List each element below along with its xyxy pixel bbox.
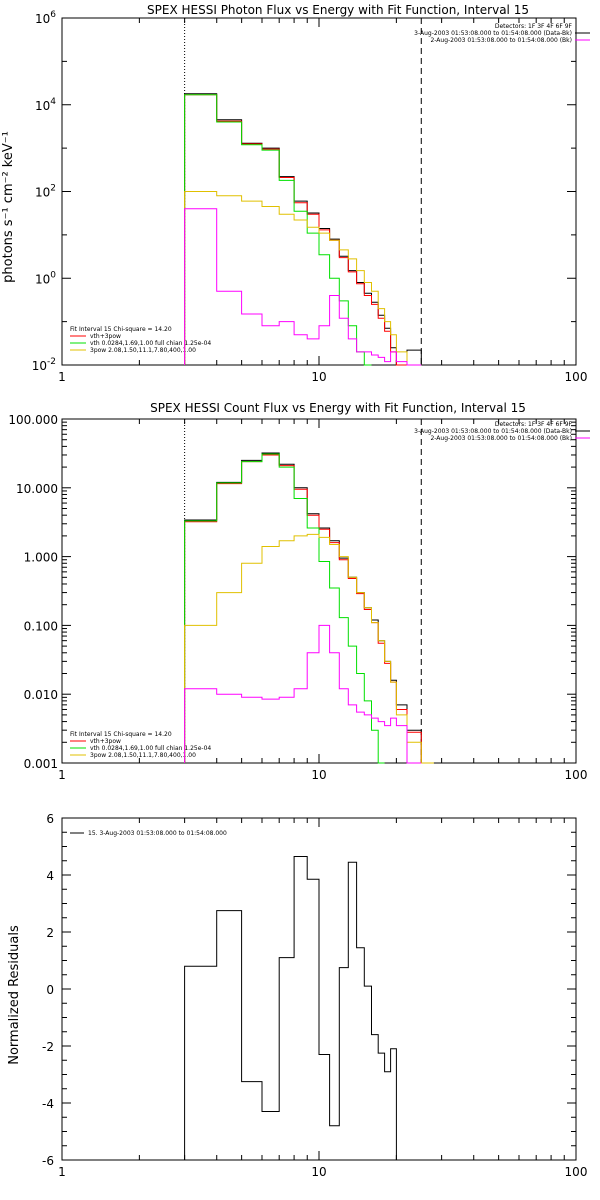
y-tick-label: 1.000 <box>24 551 58 565</box>
fit-function-text: vth+3pow <box>90 333 121 340</box>
y-tick-label: 4 <box>46 869 54 883</box>
count-flux-title: SPEX HESSI Count Flux vs Energy with Fit… <box>150 401 526 415</box>
fit-3pow-text: 3pow 2.08,1.50,11.1,7.80,400,1.00 <box>90 347 196 354</box>
photon-flux-series-0 <box>184 93 422 366</box>
x-tick-label: 10 <box>311 1165 326 1179</box>
y-tick-label: 6 <box>46 812 54 826</box>
y-tick-label: -4 <box>42 1097 54 1111</box>
header-bk-interval: 2-Aug-2003 01:53:08.000 to 01:54:08.000 … <box>430 37 572 44</box>
residuals-panel: Normalized Residuals 15. 3-Aug-2003 01:5… <box>7 812 587 1179</box>
count-flux-series-0 <box>184 452 422 763</box>
photon-flux-series-4 <box>184 208 422 366</box>
photon-flux-panel: SPEX HESSI Photon Flux vs Energy with Fi… <box>1 3 590 384</box>
x-tick-label: 10 <box>311 370 326 384</box>
fit-3pow-text: 3pow 2.08,1.50,11.1,7.80,400,1.00 <box>90 752 196 759</box>
count-flux-plot-frame <box>61 418 577 764</box>
photon-flux-series-1 <box>184 94 407 366</box>
fit-interval-text: Fit Interval 15 Chi-square = 14.20 <box>70 731 172 738</box>
photon-flux-series-3 <box>184 191 422 366</box>
photon-flux-plot-frame <box>61 17 577 366</box>
y-tick-label: -2 <box>42 1040 54 1054</box>
y-tick-label: 106 <box>35 10 56 26</box>
fit-interval-text: Fit Interval 15 Chi-square = 14.20 <box>70 326 172 333</box>
residuals-series-0 <box>184 856 397 1160</box>
x-tick-label: 1 <box>58 768 66 782</box>
y-tick-label: 2 <box>46 926 54 940</box>
count-flux-series-3 <box>184 533 434 764</box>
y-tick-label: 100.000 <box>8 413 58 427</box>
y-tick-label: 0.100 <box>24 619 58 633</box>
y-tick-label: 0.001 <box>24 757 58 771</box>
x-tick-label: 100 <box>565 768 588 782</box>
count-flux-series-2 <box>184 453 385 764</box>
photon-flux-series-2 <box>184 94 372 366</box>
header-bk-interval: 2-Aug-2003 01:53:08.000 to 01:54:08.000 … <box>430 435 572 442</box>
y-tick-label: 10.000 <box>16 482 58 496</box>
header-detectors: Detectors: 1F 3F 4F 6F 9F <box>495 23 573 30</box>
photon-flux-header-info: Detectors: 1F 3F 4F 6F 9F 3-Aug-2003 01:… <box>414 23 572 44</box>
header-data-interval: 3-Aug-2003 01:53:08.000 to 01:54:08.000 … <box>414 428 572 435</box>
count-flux-panel: SPEX HESSI Count Flux vs Energy with Fit… <box>8 401 590 782</box>
x-tick-label: 10 <box>311 768 326 782</box>
fit-vth-text: vth 0.0284,1.69,1.00 full chian 1.25e-04 <box>90 340 211 347</box>
y-tick-label: 102 <box>35 184 56 200</box>
count-flux-series-1 <box>184 454 422 763</box>
photon-flux-y-axis-label: photons s⁻¹ cm⁻² keV⁻¹ <box>1 131 16 283</box>
count-flux-series-4 <box>184 624 422 764</box>
y-tick-label: 10-2 <box>32 357 56 373</box>
x-tick-label: 100 <box>565 1165 588 1179</box>
count-flux-fit-info: Fit Interval 15 Chi-square = 14.20 vth+3… <box>70 731 211 759</box>
x-tick-label: 1 <box>58 370 66 384</box>
count-flux-header-info: Detectors: 1F 3F 4F 6F 9F 3-Aug-2003 01:… <box>414 421 572 442</box>
y-tick-label: 104 <box>35 97 56 113</box>
residuals-legend-text: 15. 3-Aug-2003 01:53:08.000 to 01:54:08.… <box>88 830 227 837</box>
header-data-interval: 3-Aug-2003 01:53:08.000 to 01:54:08.000 … <box>414 30 572 37</box>
photon-flux-fit-info: Fit Interval 15 Chi-square = 14.20 vth+3… <box>70 326 211 354</box>
x-tick-label: 100 <box>565 370 588 384</box>
x-tick-label: 1 <box>58 1165 66 1179</box>
fit-function-text: vth+3pow <box>90 738 121 745</box>
y-tick-label: 0 <box>46 983 54 997</box>
fit-vth-text: vth 0.0284,1.69,1.00 full chian 1.25e-04 <box>90 745 211 752</box>
y-tick-label: -6 <box>42 1154 54 1168</box>
header-detectors: Detectors: 1F 3F 4F 6F 9F <box>495 421 573 428</box>
y-tick-label: 100 <box>35 270 56 286</box>
residuals-y-axis-label: Normalized Residuals <box>7 925 22 1065</box>
photon-flux-title: SPEX HESSI Photon Flux vs Energy with Fi… <box>147 3 529 17</box>
y-tick-label: 0.010 <box>24 688 58 702</box>
